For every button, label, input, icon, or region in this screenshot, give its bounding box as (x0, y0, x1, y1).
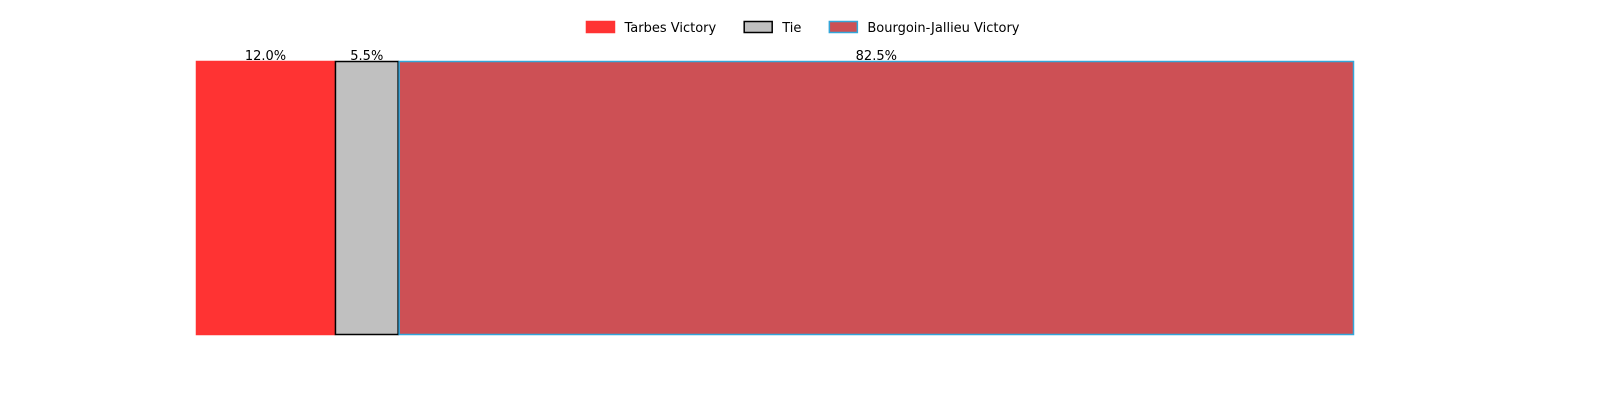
legend-label-tie: Tie (781, 21, 801, 36)
bar-segment-tarbes-victory (195, 60, 336, 336)
legend-swatch-bourgoin-jallieu-victory (828, 20, 859, 34)
legend-label-bourgoin-jallieu-victory: Bourgoin-Jallieu Victory (867, 21, 1019, 36)
bar-value-labels: 12.0% 5.5% 82.5% (245, 49, 897, 64)
legend-swatch-tie (743, 20, 773, 34)
legend-label-tarbes-victory: Tarbes Victory (623, 21, 716, 36)
bar-label-tarbes-victory: 12.0% (245, 49, 286, 64)
legend: Tarbes Victory Tie Bourgoin-Jallieu Victor… (585, 20, 1020, 36)
bar-label-tie: 5.5% (350, 49, 383, 64)
bar-segments (195, 60, 1355, 336)
legend-item-bourgoin-jallieu-victory: Bourgoin-Jallieu Victory (828, 20, 1020, 36)
bar-segment-tie (334, 60, 399, 336)
bar-segment-bourgoin-jallieu-victory (398, 60, 1355, 336)
bar-label-bourgoin-jallieu-victory: 82.5% (856, 49, 897, 64)
legend-swatch-tarbes-victory (585, 20, 616, 34)
legend-item-tie: Tie (743, 20, 801, 36)
legend-item-tarbes-victory: Tarbes Victory (585, 20, 716, 36)
